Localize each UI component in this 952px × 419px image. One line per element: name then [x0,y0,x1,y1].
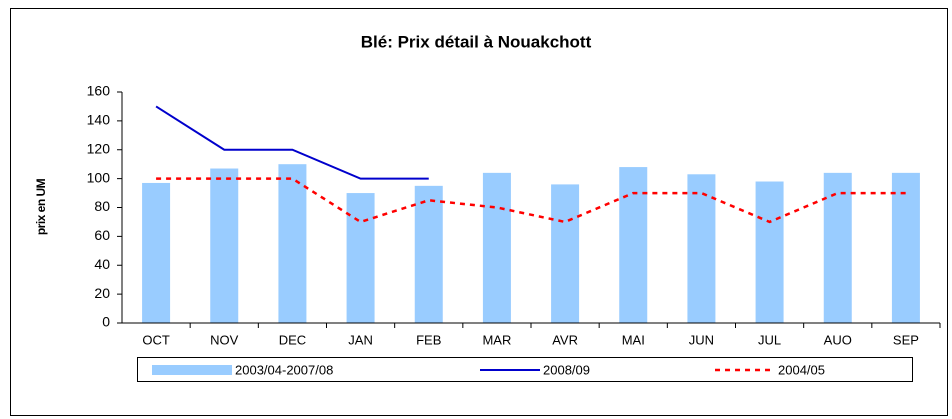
bar [414,185,443,323]
x-tick-label: JUL [758,332,781,347]
x-tick-label: NOV [210,332,239,347]
y-tick-label: 0 [102,314,110,330]
legend-swatch [152,365,232,375]
line [155,105,429,180]
dashed-line [156,177,906,224]
x-tick-label: DEC [279,332,306,347]
bar [278,164,307,323]
x-tick-label: MAR [482,332,511,347]
bar [891,172,920,323]
bar [687,174,716,323]
bar [142,182,171,323]
bar [210,168,239,323]
bar [346,193,375,323]
legend-label: 2003/04-2007/08 [235,362,333,377]
x-tick-label: OCT [142,332,170,347]
x-tick-label: JAN [348,332,373,347]
y-tick-label: 20 [94,285,110,301]
y-tick-label: 40 [94,256,110,272]
y-axis-label: prix en UM [34,178,48,235]
x-tick-label: FEB [416,332,441,347]
legend-label: 2008/09 [543,362,590,377]
x-tick-label: SEP [893,332,919,347]
y-tick-label: 100 [87,169,111,185]
chart-title: Blé: Prix détail à Nouakchott [361,32,592,51]
y-tick-label: 160 [87,83,111,99]
y-tick-label: 140 [87,112,111,128]
x-tick-label: AUO [824,332,852,347]
bar [551,184,580,323]
y-tick-label: 60 [94,227,110,243]
bar [755,181,784,323]
bar [823,172,852,323]
x-tick-label: JUN [689,332,714,347]
y-tick-label: 120 [87,140,111,156]
bar [619,167,648,323]
x-tick-label: AVR [552,332,578,347]
bar [482,172,511,323]
x-tick-label: MAI [622,332,645,347]
legend-label: 2004/05 [778,362,825,377]
y-tick-label: 80 [94,198,110,214]
